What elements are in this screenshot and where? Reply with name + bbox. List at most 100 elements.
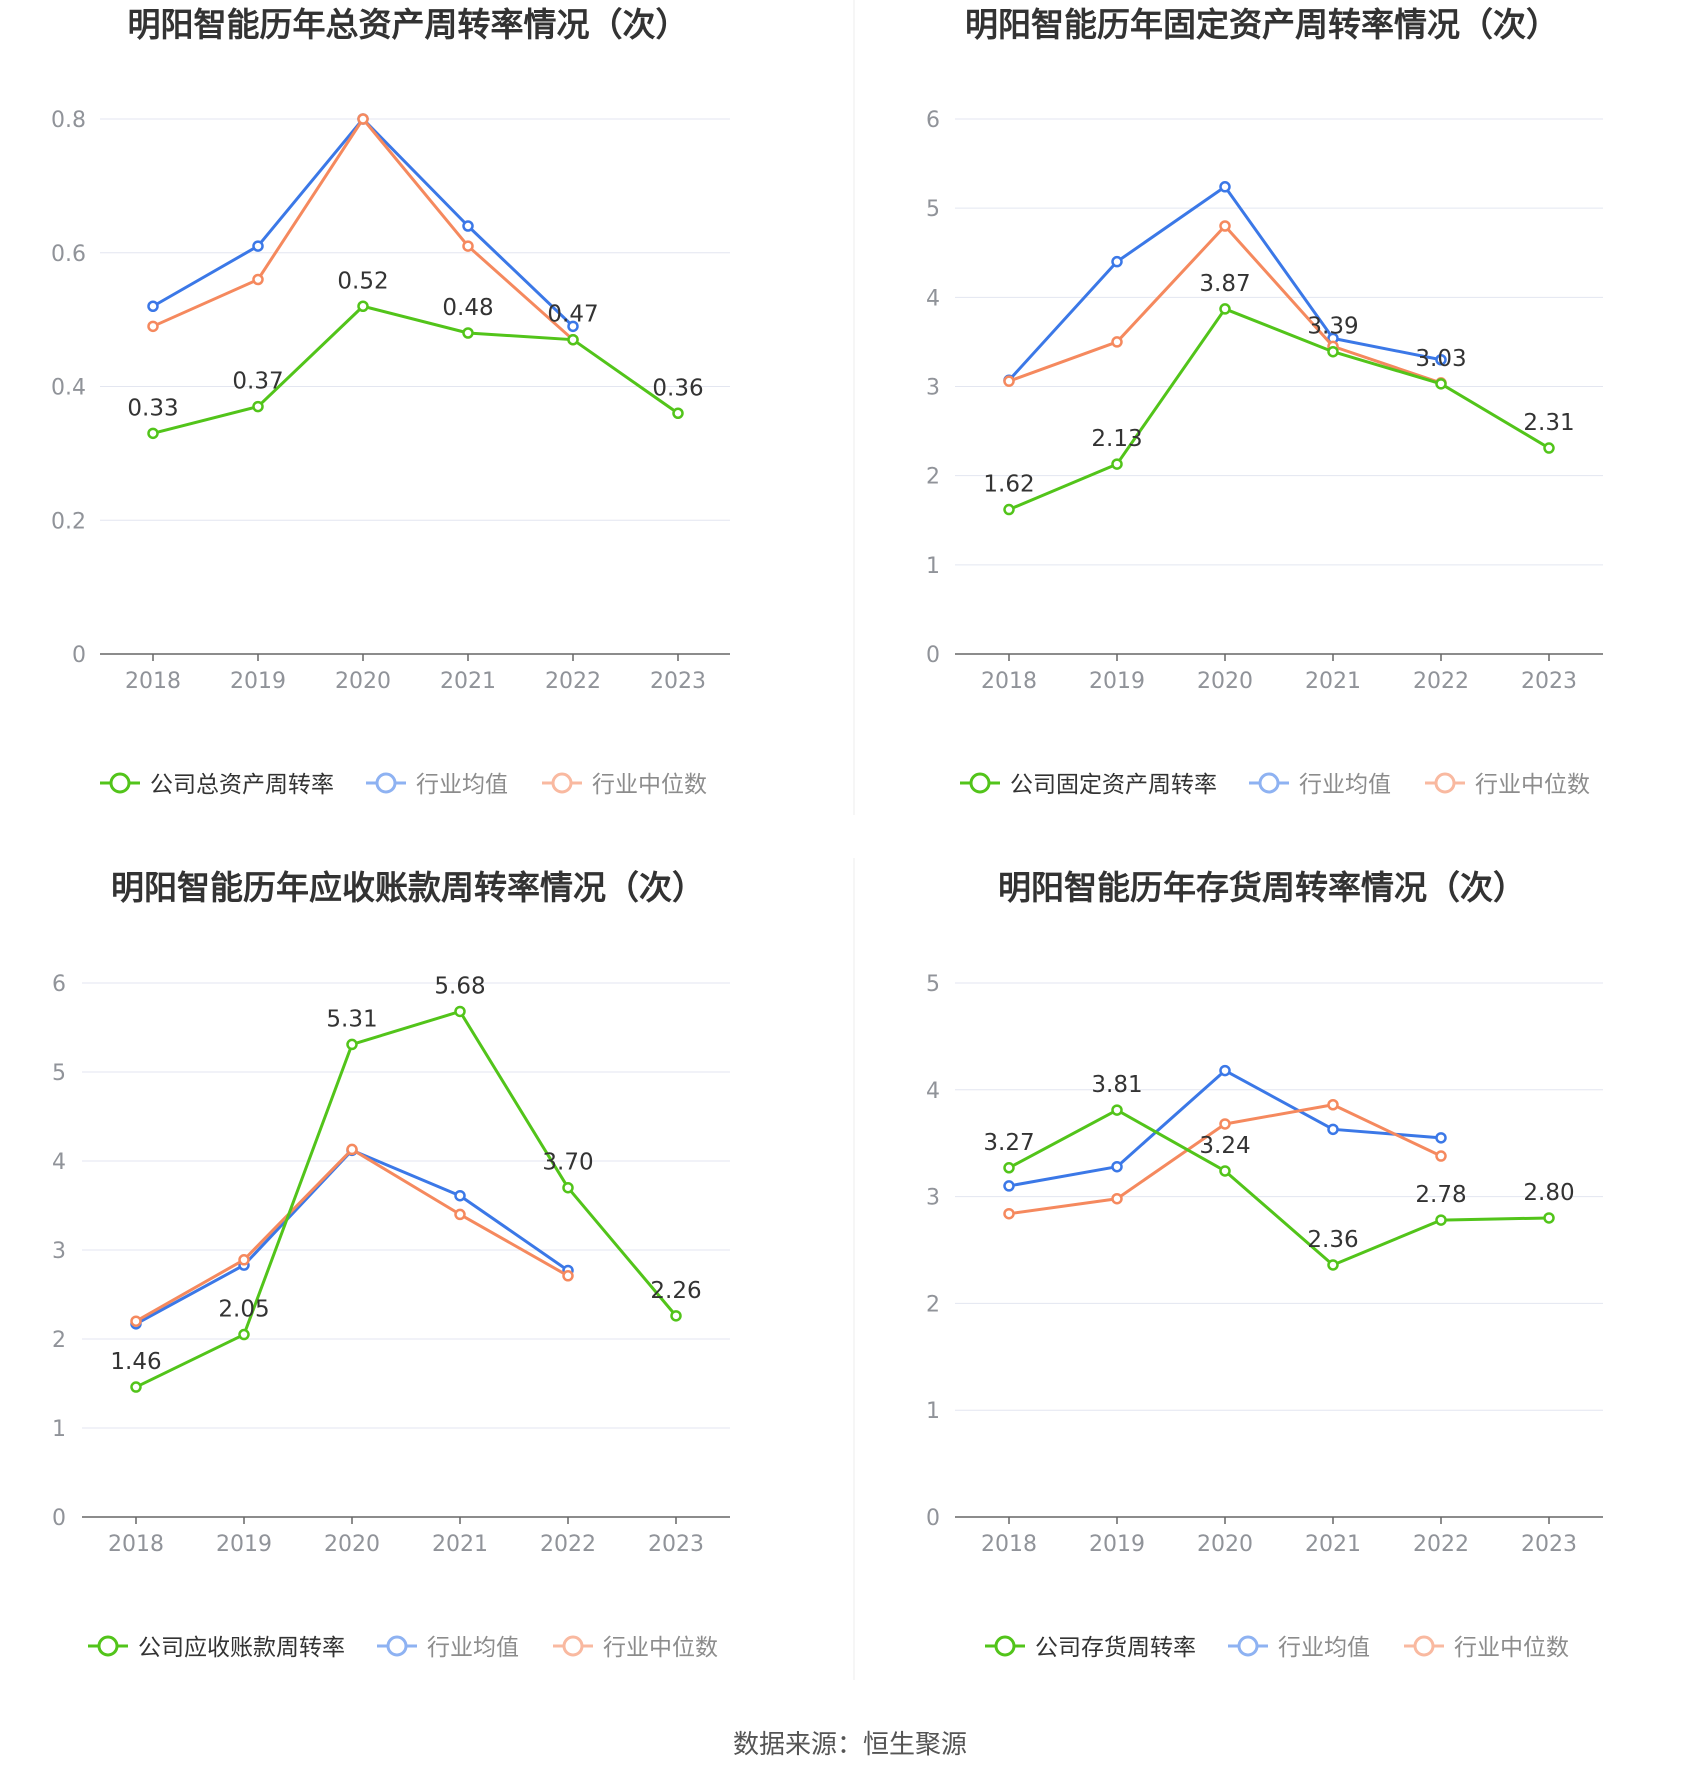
legend-item-avg: 行业均值 bbox=[1228, 1635, 1370, 1661]
data-point-avg bbox=[1219, 181, 1231, 193]
data-point-company bbox=[1111, 458, 1123, 470]
y-tick-label: 0.2 bbox=[51, 509, 86, 534]
data-point-avg bbox=[1435, 1132, 1447, 1144]
y-tick-label: 0.8 bbox=[51, 108, 86, 133]
legend-ring bbox=[994, 1635, 1016, 1657]
ring-line-icon bbox=[542, 772, 582, 794]
x-tick-label: 2020 bbox=[1197, 1532, 1253, 1557]
data-point-avg bbox=[1111, 1160, 1123, 1173]
y-tick-label: 5 bbox=[926, 972, 940, 997]
data-point-avg bbox=[1219, 1064, 1231, 1077]
data-point-company bbox=[1327, 345, 1339, 358]
data-point-median bbox=[1219, 1118, 1231, 1130]
data-label: 2.78 bbox=[1415, 1182, 1466, 1208]
data-point-median bbox=[1435, 1150, 1447, 1162]
series-line-company bbox=[152, 304, 679, 435]
legend-ring bbox=[1258, 772, 1280, 794]
legend-item-avg: 行业均值 bbox=[1249, 772, 1391, 798]
y-tick-label: 4 bbox=[52, 1150, 66, 1175]
data-point-company bbox=[1435, 1214, 1447, 1226]
legend-ring bbox=[375, 772, 397, 794]
data-point-median bbox=[130, 1315, 142, 1327]
data-point-company bbox=[567, 333, 579, 346]
data-point-company bbox=[670, 1310, 682, 1322]
data-point-company bbox=[1219, 303, 1231, 315]
data-point-avg bbox=[1435, 354, 1447, 366]
data-point-avg bbox=[462, 220, 474, 232]
y-tick-label: 6 bbox=[52, 972, 66, 997]
data-point-company bbox=[454, 1005, 466, 1018]
y-tick-label: 3 bbox=[52, 1239, 66, 1264]
data-point-avg bbox=[1111, 255, 1123, 268]
legend-label: 公司固定资产周转率 bbox=[1010, 772, 1217, 798]
legend-item-avg: 行业均值 bbox=[377, 1635, 519, 1661]
legend-label: 行业均值 bbox=[1278, 1635, 1370, 1661]
ring-line-icon bbox=[1249, 772, 1289, 794]
legend-label: 行业中位数 bbox=[603, 1635, 718, 1661]
data-label: 3.39 bbox=[1307, 314, 1358, 340]
x-tick-label: 2019 bbox=[1089, 669, 1145, 694]
legend-label: 行业中位数 bbox=[1475, 772, 1590, 798]
x-tick-label: 2019 bbox=[230, 669, 286, 694]
data-point-avg bbox=[1327, 1123, 1339, 1136]
data-point-median bbox=[1327, 1099, 1339, 1111]
y-tick-label: 0 bbox=[926, 643, 940, 668]
chart-panel-3: 明阳智能历年应收账款周转率情况（次） 0 1 2 3 4 5 6 2018 2019 2020 202… bbox=[52, 868, 730, 1661]
legend-item-avg: 行业均值 bbox=[366, 772, 508, 798]
ring-line-icon bbox=[553, 1635, 593, 1657]
y-tick-label: 0.6 bbox=[51, 242, 86, 267]
data-point-median bbox=[462, 240, 474, 252]
series-line-avg bbox=[135, 1148, 569, 1326]
ring-line-icon bbox=[377, 1635, 417, 1657]
data-label: 3.03 bbox=[1415, 346, 1466, 372]
x-tick-label: 2018 bbox=[981, 669, 1037, 694]
data-point-company bbox=[1111, 1104, 1123, 1116]
data-point-median bbox=[147, 320, 159, 333]
data-source-label: 数据来源： bbox=[732, 1730, 863, 1760]
legend-item-median: 行业中位数 bbox=[1425, 772, 1590, 798]
data-label: 0.33 bbox=[127, 395, 178, 421]
legend-ring bbox=[1434, 772, 1456, 794]
ring-line-icon bbox=[1404, 1635, 1444, 1657]
x-tick-label: 2018 bbox=[981, 1532, 1037, 1557]
legend-item-median: 行业中位数 bbox=[553, 1635, 718, 1661]
legend-ring bbox=[1237, 1635, 1259, 1657]
data-label: 0.47 bbox=[547, 302, 598, 328]
data-point-company bbox=[1543, 1212, 1555, 1224]
data-point-company bbox=[672, 407, 684, 419]
data-point-company bbox=[252, 400, 264, 413]
chart-panel-2: 明阳智能历年固定资产周转率情况（次） 0 1 2 3 4 5 6 2018 2019 2020 202… bbox=[926, 5, 1603, 798]
y-tick-label: 0 bbox=[926, 1506, 940, 1531]
x-tick-label: 2023 bbox=[1521, 669, 1577, 694]
data-label: 1.62 bbox=[983, 472, 1034, 498]
x-tick-label: 2023 bbox=[648, 1532, 704, 1557]
data-point-company bbox=[1003, 503, 1015, 516]
legend-item-median: 行业中位数 bbox=[1404, 1635, 1569, 1661]
data-label: 2.80 bbox=[1523, 1180, 1574, 1206]
data-label: 5.31 bbox=[326, 1006, 377, 1032]
chart-title: 明阳智能历年总资产周转率情况（次） bbox=[128, 5, 689, 44]
legend-ring bbox=[969, 772, 991, 794]
y-tick-label: 6 bbox=[926, 108, 940, 133]
data-point-company bbox=[562, 1181, 574, 1194]
y-tick-label: 4 bbox=[926, 1079, 940, 1104]
ring-line-icon bbox=[100, 772, 140, 794]
x-tick-label: 2023 bbox=[650, 669, 706, 694]
data-label: 3.27 bbox=[983, 1130, 1034, 1156]
x-tick-label: 2018 bbox=[125, 669, 181, 694]
x-tick-label: 2022 bbox=[1413, 669, 1469, 694]
data-label: 5.68 bbox=[434, 973, 485, 999]
legend-label: 公司存货周转率 bbox=[1035, 1635, 1196, 1661]
data-label: 3.81 bbox=[1091, 1072, 1142, 1098]
x-tick-label: 2023 bbox=[1521, 1532, 1577, 1557]
data-label: 3.87 bbox=[1199, 271, 1250, 297]
y-tick-label: 0 bbox=[52, 1506, 66, 1531]
data-point-median bbox=[252, 273, 264, 286]
legend-item-company: 公司应收账款周转率 bbox=[88, 1635, 345, 1661]
data-point-company bbox=[1003, 1162, 1015, 1174]
chart-title: 明阳智能历年应收账款周转率情况（次） bbox=[111, 868, 705, 907]
legend-ring bbox=[1413, 1635, 1435, 1657]
data-label: 3.24 bbox=[1199, 1133, 1250, 1159]
data-point-median bbox=[562, 1270, 574, 1282]
legend-ring bbox=[97, 1635, 119, 1657]
